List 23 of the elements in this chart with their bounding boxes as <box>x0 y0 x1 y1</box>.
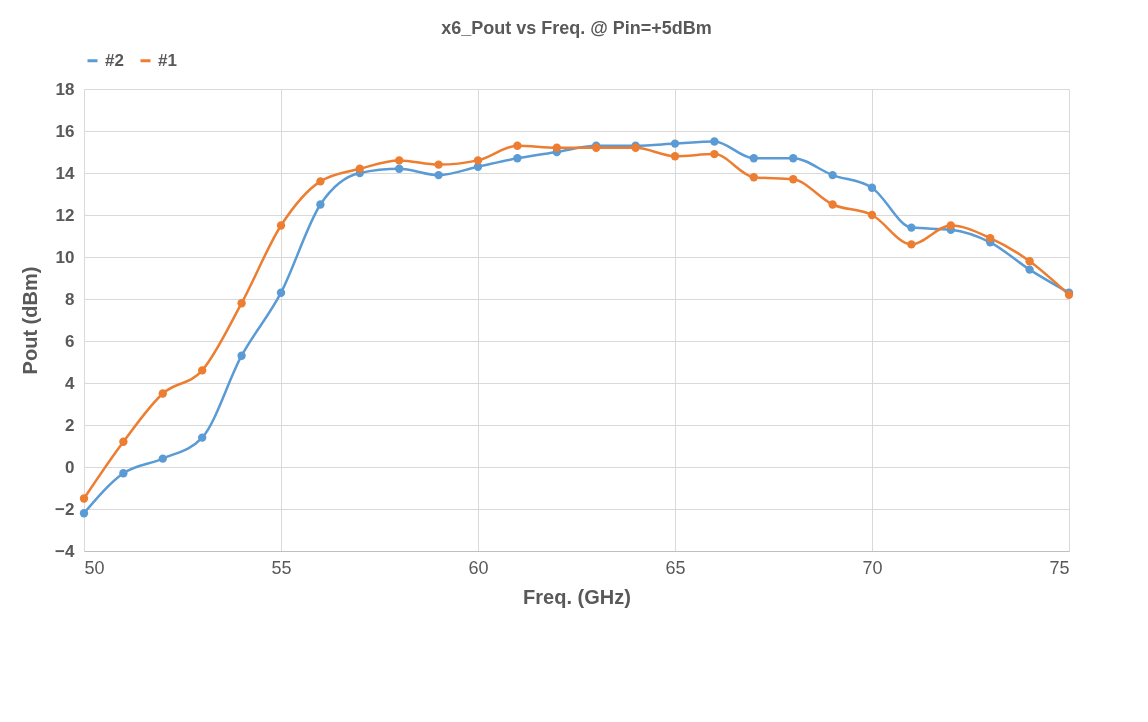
y-tick-label: −4 <box>55 541 76 561</box>
legend-label: #1 <box>158 50 177 70</box>
x-tick-label: 70 <box>862 557 883 578</box>
x-tick-label: 60 <box>468 557 489 578</box>
x-tick-label: 65 <box>665 557 686 578</box>
y-tick-label: 10 <box>55 247 75 267</box>
y-tick-label: 18 <box>55 79 75 99</box>
y-tick-label: 14 <box>55 163 76 183</box>
y-tick-label: 2 <box>65 415 75 435</box>
y-tick-label: 16 <box>55 121 75 141</box>
chart-title: x6_Pout vs Freq. @ Pin=+5dBm <box>441 18 712 38</box>
y-tick-label: 8 <box>65 289 75 309</box>
x-axis-title: Freq. (GHz) <box>523 585 631 608</box>
y-axis-title: Pout (dBm) <box>19 266 42 375</box>
x-tick-label: 50 <box>84 557 105 578</box>
y-tick-label: 4 <box>65 373 76 393</box>
y-tick-label: 12 <box>55 205 75 225</box>
x-tick-label: 75 <box>1049 557 1070 578</box>
y-tick-label: −2 <box>55 499 75 519</box>
legend-label: #2 <box>105 50 124 70</box>
y-tick-label: 6 <box>65 331 75 351</box>
y-tick-label: 0 <box>65 457 75 477</box>
x-tick-label: 55 <box>271 557 292 578</box>
